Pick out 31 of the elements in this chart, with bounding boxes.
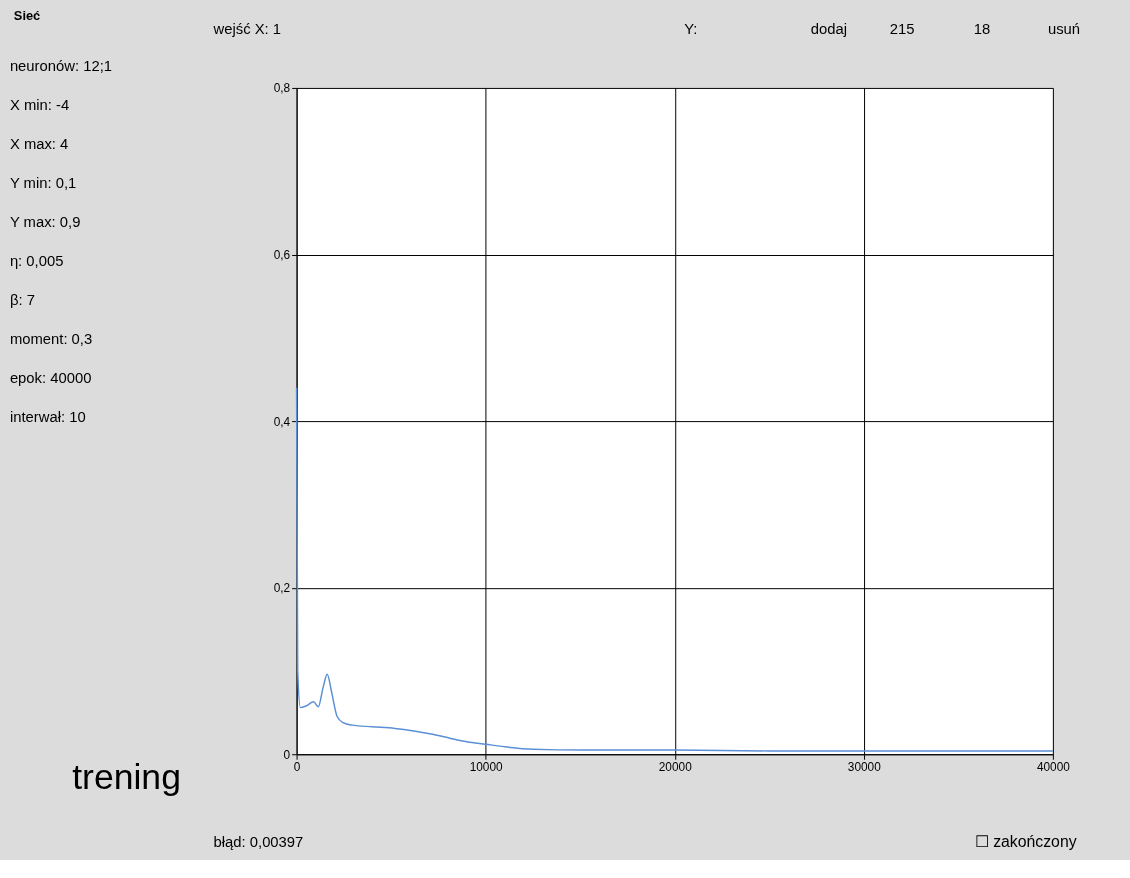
y-tick-label: 0,8 [273,81,291,96]
text: błąd: 0,00397 [213,834,304,851]
text: dodaj [810,20,847,37]
text: interwał: 10 [9,408,86,425]
text: X min: -4 [9,97,70,114]
x-tick-label: 10000 [469,759,504,774]
text: 18 [973,20,991,37]
text: Y: [684,20,698,37]
x-tick-label: 30000 [847,759,882,774]
text: usuń [1047,20,1081,37]
text: moment: 0,3 [9,330,93,347]
text: 215 [889,20,915,37]
text: β: 7 [9,291,35,308]
text: ☐ zakończony [974,833,1077,851]
text: Sieć [13,7,41,23]
x-tick-label: 40000 [1036,759,1071,774]
y-tick-label: 0,4 [273,414,291,429]
y-tick-label: 0,6 [273,247,291,262]
text: X max: 4 [9,136,69,153]
line-series [295,387,1054,752]
text: η: 0,005 [9,252,64,269]
text: trening [72,756,181,797]
text: wejść X: 1 [212,20,282,37]
y-tick-label: 0,2 [273,581,291,596]
text: Y max: 0,9 [9,213,81,230]
text: Y min: 0,1 [9,174,77,191]
x-tick-label: 0 [293,759,301,774]
y-tick-label: 0 [283,747,291,762]
text: epok: 40000 [9,369,92,386]
text: neuronów: 12;1 [9,58,113,75]
x-tick-label: 20000 [658,759,693,774]
